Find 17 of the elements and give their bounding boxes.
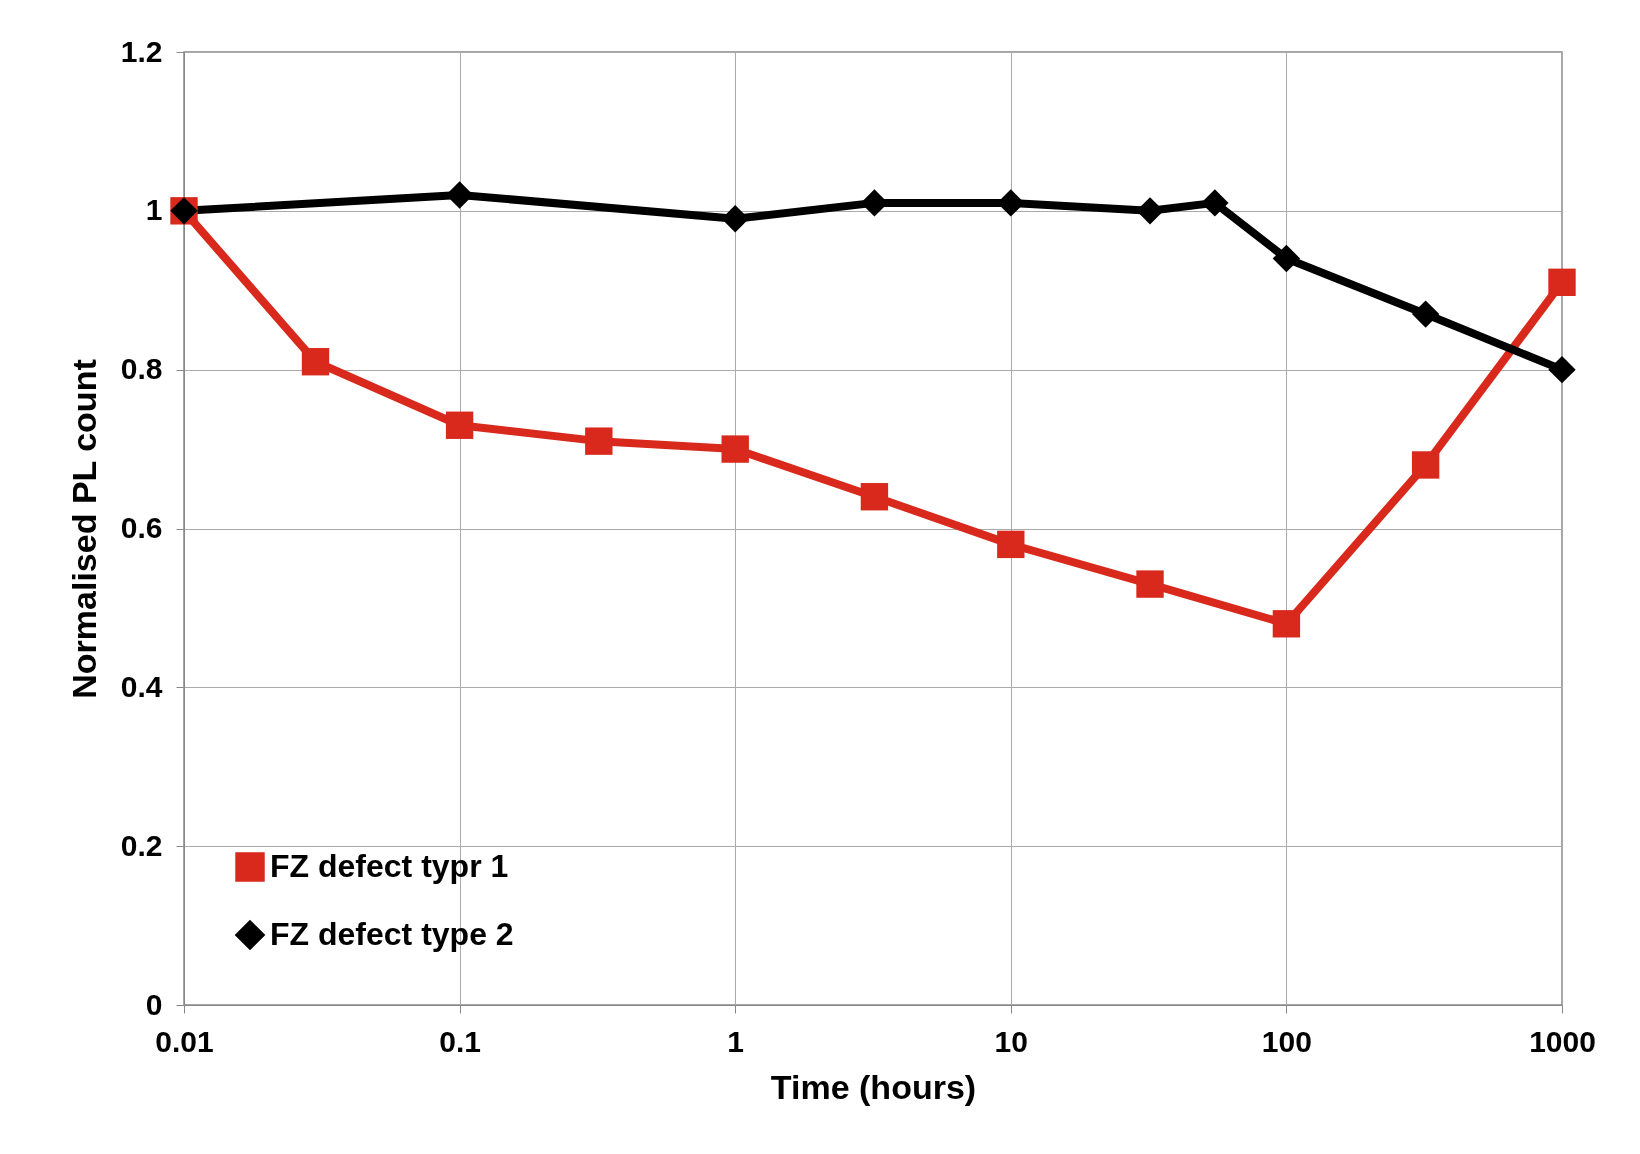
y-tick-label: 1 bbox=[145, 193, 163, 227]
y-tick-label: 0.8 bbox=[120, 352, 163, 386]
x-tick-label: 0.01 bbox=[155, 1024, 214, 1058]
y-axis-title: Normalised PL count bbox=[64, 359, 103, 699]
x-tick-label: 100 bbox=[1261, 1024, 1312, 1058]
x-axis-title: Time (hours) bbox=[770, 1067, 977, 1106]
x-tick-label: 10 bbox=[994, 1024, 1028, 1058]
x-tick-label: 0.1 bbox=[439, 1024, 481, 1058]
legend-label: FZ defect type 2 bbox=[270, 916, 514, 952]
y-tick-label: 1.2 bbox=[120, 34, 163, 68]
y-tick-label: 0.6 bbox=[120, 511, 163, 544]
x-tick-label: 1 bbox=[727, 1024, 745, 1058]
y-tick-label: 0.2 bbox=[120, 828, 163, 862]
y-tick-label: 0 bbox=[145, 987, 163, 1021]
legend-label: FZ defect typr 1 bbox=[270, 848, 509, 884]
y-tick-label: 0.4 bbox=[120, 669, 163, 703]
x-tick-label: 1000 bbox=[1529, 1024, 1596, 1058]
